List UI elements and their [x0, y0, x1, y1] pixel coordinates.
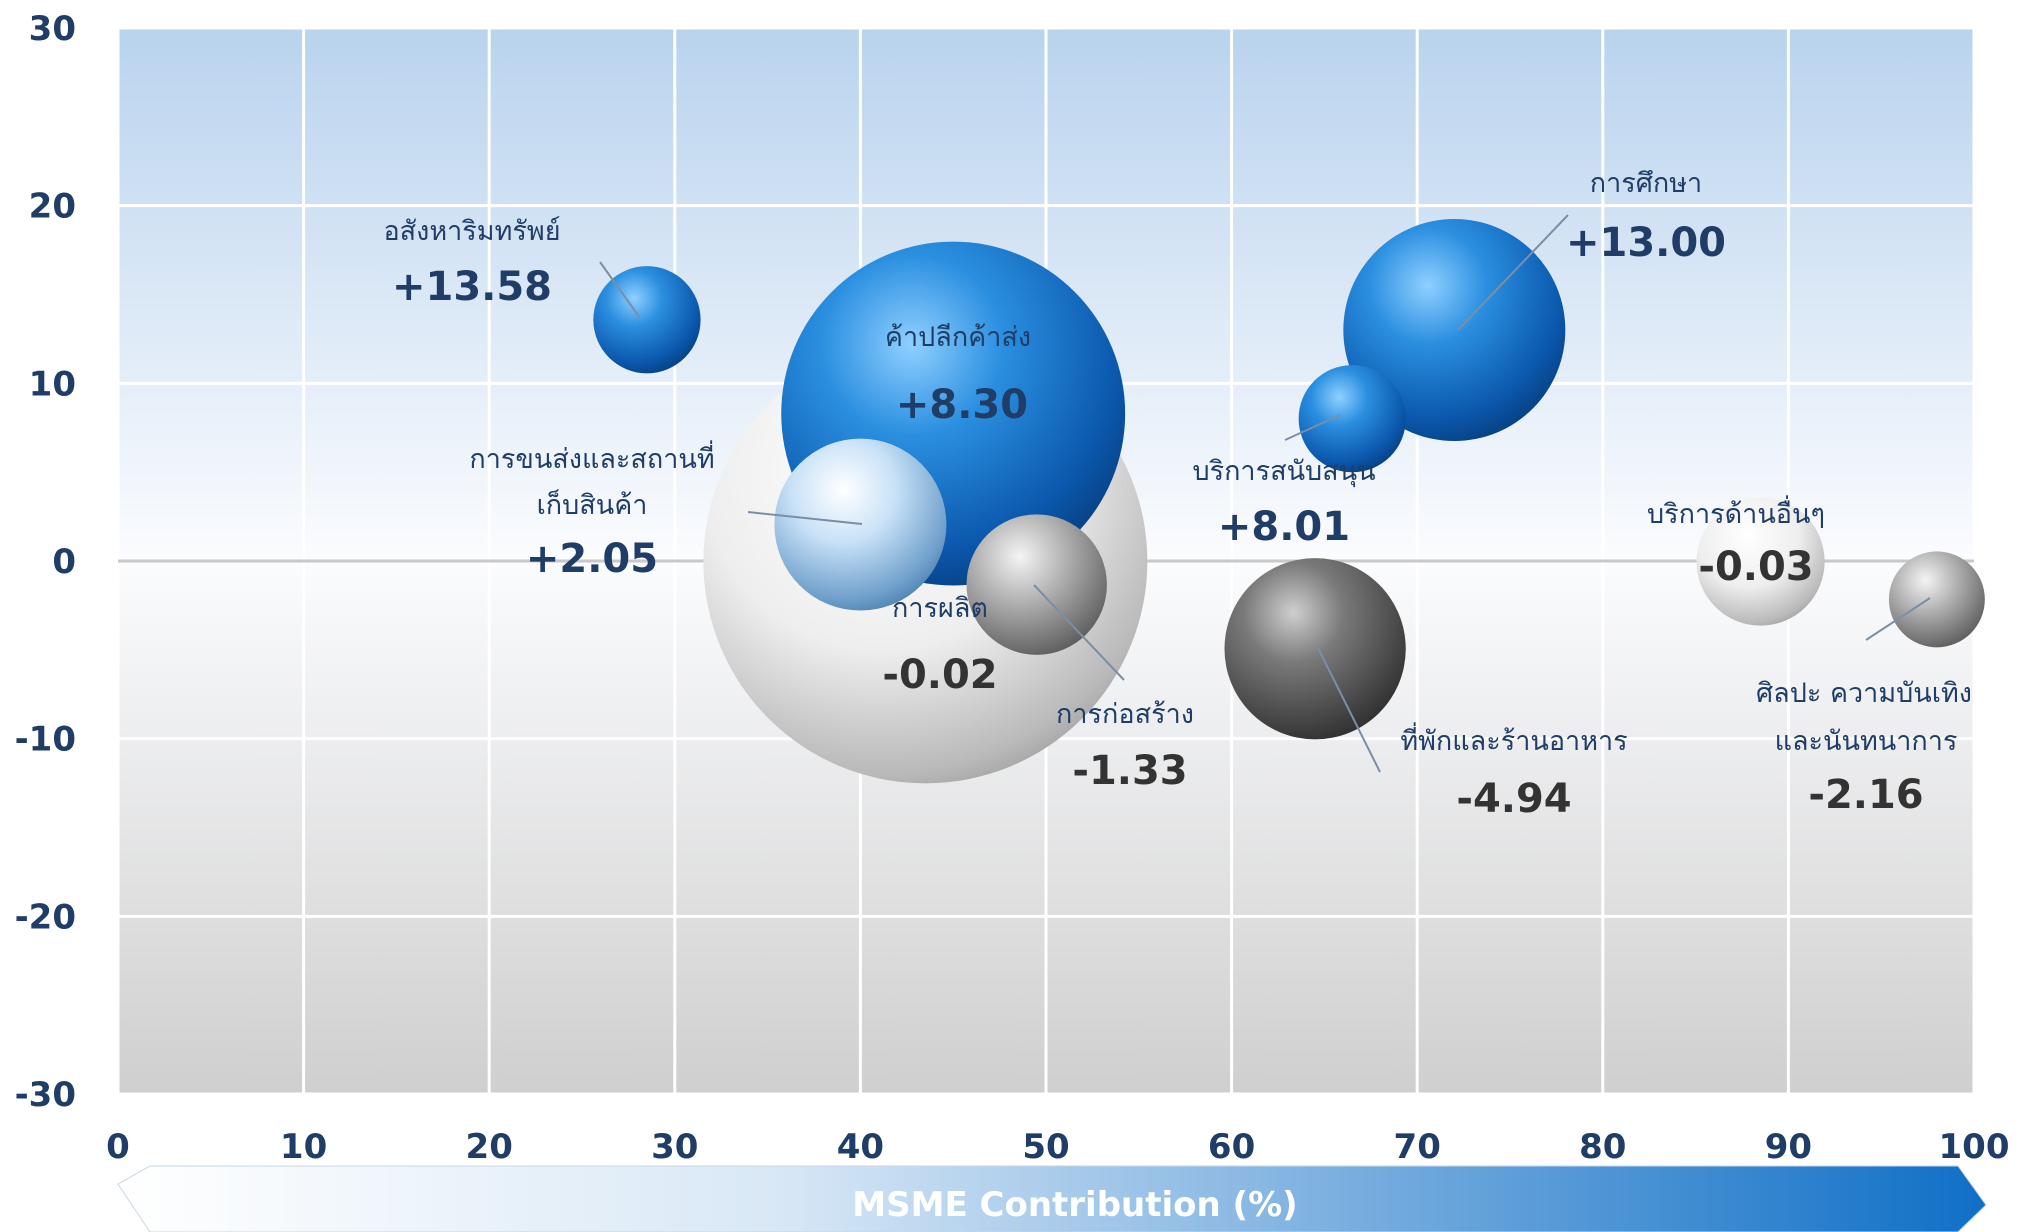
- x-tick-label: 70: [1394, 1127, 1441, 1167]
- bubble-name-label: การก่อสร้าง: [1056, 699, 1194, 730]
- y-tick-label: -10: [15, 720, 76, 760]
- x-tick-label: 80: [1579, 1127, 1626, 1167]
- bubble-value-label: -2.16: [1808, 772, 1923, 818]
- bubble-value-label: +13.00: [1566, 220, 1726, 266]
- bubble-name-label: ศิลปะ ความบันเทิง: [1756, 678, 1972, 709]
- bubble-name-label-line2: และนันทนาการ: [1775, 726, 1958, 757]
- leader-line: [1457, 214, 1569, 331]
- y-tick-label: -30: [15, 1075, 76, 1115]
- bubble-5: [1298, 365, 1406, 473]
- x-axis-banner: MSME Contribution (%): [117, 1165, 1987, 1232]
- bubble-name-label: ค้าปลีกค้าส่ง: [885, 322, 1031, 353]
- bubble-value-label: +2.05: [526, 536, 658, 582]
- leader-line: [1284, 414, 1341, 441]
- bubble-7: [1224, 558, 1406, 740]
- bubble-name-label: บริการสนับสนุน: [1192, 456, 1375, 488]
- y-tick-label: 10: [29, 364, 76, 404]
- bubble-name-label: ที่พักและร้านอาหาร: [1400, 722, 1627, 757]
- bubble-0: [593, 266, 701, 374]
- bubble-value-label: -0.03: [1698, 544, 1813, 590]
- bubble-name-label: การผลิต: [892, 593, 988, 624]
- x-axis-label: MSME Contribution (%): [852, 1185, 1297, 1225]
- bubble-name-label-line2: เก็บสินค้า: [537, 487, 648, 521]
- y-tick-label: 0: [52, 542, 76, 582]
- bubble-8: [1696, 497, 1825, 626]
- bubble-value-label: -0.02: [882, 652, 997, 698]
- x-tick-label: 0: [106, 1127, 130, 1167]
- x-tick-label: 20: [466, 1127, 513, 1167]
- x-tick-label: 50: [1022, 1127, 1069, 1167]
- bubble-name-label: อสังหาริมทรัพย์: [383, 215, 560, 247]
- leader-line: [1033, 584, 1125, 681]
- x-tick-label: 100: [1939, 1127, 2010, 1167]
- x-tick-label: 90: [1765, 1127, 1812, 1167]
- bubble-value-label: +8.30: [896, 382, 1028, 428]
- x-tick-label: 10: [280, 1127, 327, 1167]
- y-tick-label: 20: [29, 187, 76, 227]
- y-tick-label: -20: [15, 897, 76, 937]
- y-axis-ticks: 30 20 10 0 -10 -20 -30: [15, 9, 76, 1115]
- x-axis-banner-arrow: [117, 1165, 1987, 1232]
- x-axis-ticks: 0 10 20 30 40 50 60 70 80 90 100: [106, 1127, 2009, 1167]
- bubble-name-label: บริการด้านอื่นๆ: [1647, 495, 1825, 530]
- bubble-value-label: +13.58: [392, 264, 552, 310]
- leader-line: [599, 261, 641, 319]
- leader-line: [1317, 647, 1381, 773]
- x-tick-label: 30: [651, 1127, 698, 1167]
- y-tick-label: 30: [29, 9, 76, 49]
- bubble-labels: อสังหาริมทรัพย์ +13.58 การผลิต -0.02 ค้าปลีก…: [383, 168, 1971, 822]
- x-tick-label: 40: [837, 1127, 884, 1167]
- bubble-9: [1888, 551, 1985, 648]
- bubbles: [593, 219, 1985, 784]
- bubble-4: [966, 514, 1107, 655]
- bubble-value-label: +8.01: [1218, 504, 1350, 550]
- x-tick-label: 60: [1208, 1127, 1255, 1167]
- bubble-value-label: -4.94: [1456, 776, 1571, 822]
- bubble-name-label: การศึกษา: [1590, 168, 1702, 199]
- leader-line: [1865, 597, 1931, 641]
- leader-line: [747, 511, 863, 525]
- bubble-name-label: การขนส่งและสถานที่: [469, 440, 714, 475]
- bubble-value-label: -1.33: [1072, 748, 1187, 794]
